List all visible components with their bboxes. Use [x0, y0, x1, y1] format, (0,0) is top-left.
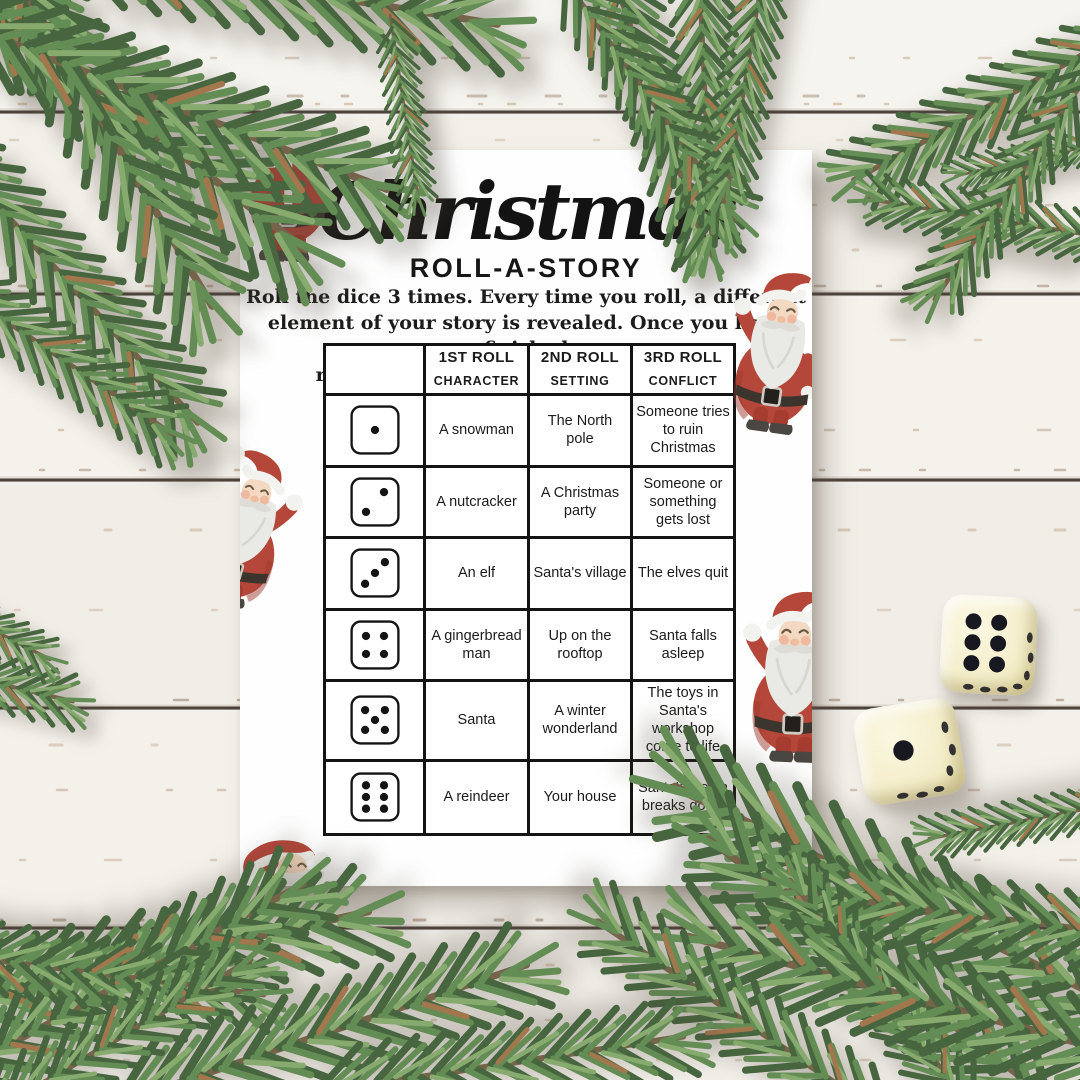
die-cell: [326, 396, 426, 468]
roll-table: 1ST ROLL CHARACTER 2ND ROLL SETTING 3RD …: [323, 343, 736, 836]
header-conflict: 3RD ROLL CONFLICT: [633, 346, 733, 396]
character-cell: A reindeer: [426, 761, 530, 833]
setting-cell: A Christmas party: [530, 467, 633, 539]
instructions-line: Roll the dice 3 times. Every time you ro…: [246, 286, 806, 308]
header-setting: 2ND ROLL SETTING: [530, 346, 633, 396]
printable-sheet: Christmas ROLL-A-STORY Roll the dice 3 t…: [240, 150, 812, 886]
setting-cell: Up on the rooftop: [530, 610, 633, 682]
setting-cell: Santa's village: [530, 539, 633, 611]
die-4-icon: [349, 620, 400, 670]
die-cell: [326, 467, 426, 539]
santa-back-view-illustration: [242, 150, 332, 268]
character-cell: Santa: [426, 682, 530, 762]
character-cell: A snowman: [426, 396, 530, 468]
setting-cell: A winter wonderland: [530, 682, 633, 762]
conflict-cell: The toys in Santa's workshop come to lif…: [633, 682, 733, 762]
table-corner-cell: [326, 346, 426, 396]
photo-die-one: [851, 695, 968, 808]
character-cell: An elf: [426, 539, 530, 611]
die-5-icon: [349, 695, 400, 745]
character-cell: A nutcracker: [426, 467, 530, 539]
die-1-icon: [349, 405, 400, 455]
santa-waving-illustration: [737, 580, 812, 765]
santa-peeking-illustration: [240, 435, 317, 620]
die-cell: [326, 610, 426, 682]
die-six-pips: [963, 613, 1034, 693]
die-6-icon: [349, 772, 400, 822]
die-cell: [326, 539, 426, 611]
die-cell: [326, 761, 426, 833]
die-one-pips: [893, 721, 956, 799]
setting-cell: Your house: [530, 761, 633, 833]
die-3-icon: [349, 548, 400, 598]
header-character: 1ST ROLL CHARACTER: [426, 346, 530, 396]
conflict-cell: Santa falls asleep: [633, 611, 733, 682]
photo-die-six: [938, 593, 1039, 697]
conflict-cell: Someone or something gets lost: [633, 468, 733, 539]
conflict-cell: Someone tries to ruin Christmas: [633, 396, 733, 468]
conflict-cell: Santa's sleigh breaks down: [638, 780, 728, 815]
die-cell: [326, 682, 426, 762]
conflict-cell: The elves quit: [633, 539, 733, 611]
character-cell: A gingerbread man: [426, 610, 530, 682]
die-2-icon: [349, 477, 400, 527]
santa-head-illustration: [240, 833, 334, 886]
setting-cell: The North pole: [530, 396, 633, 468]
